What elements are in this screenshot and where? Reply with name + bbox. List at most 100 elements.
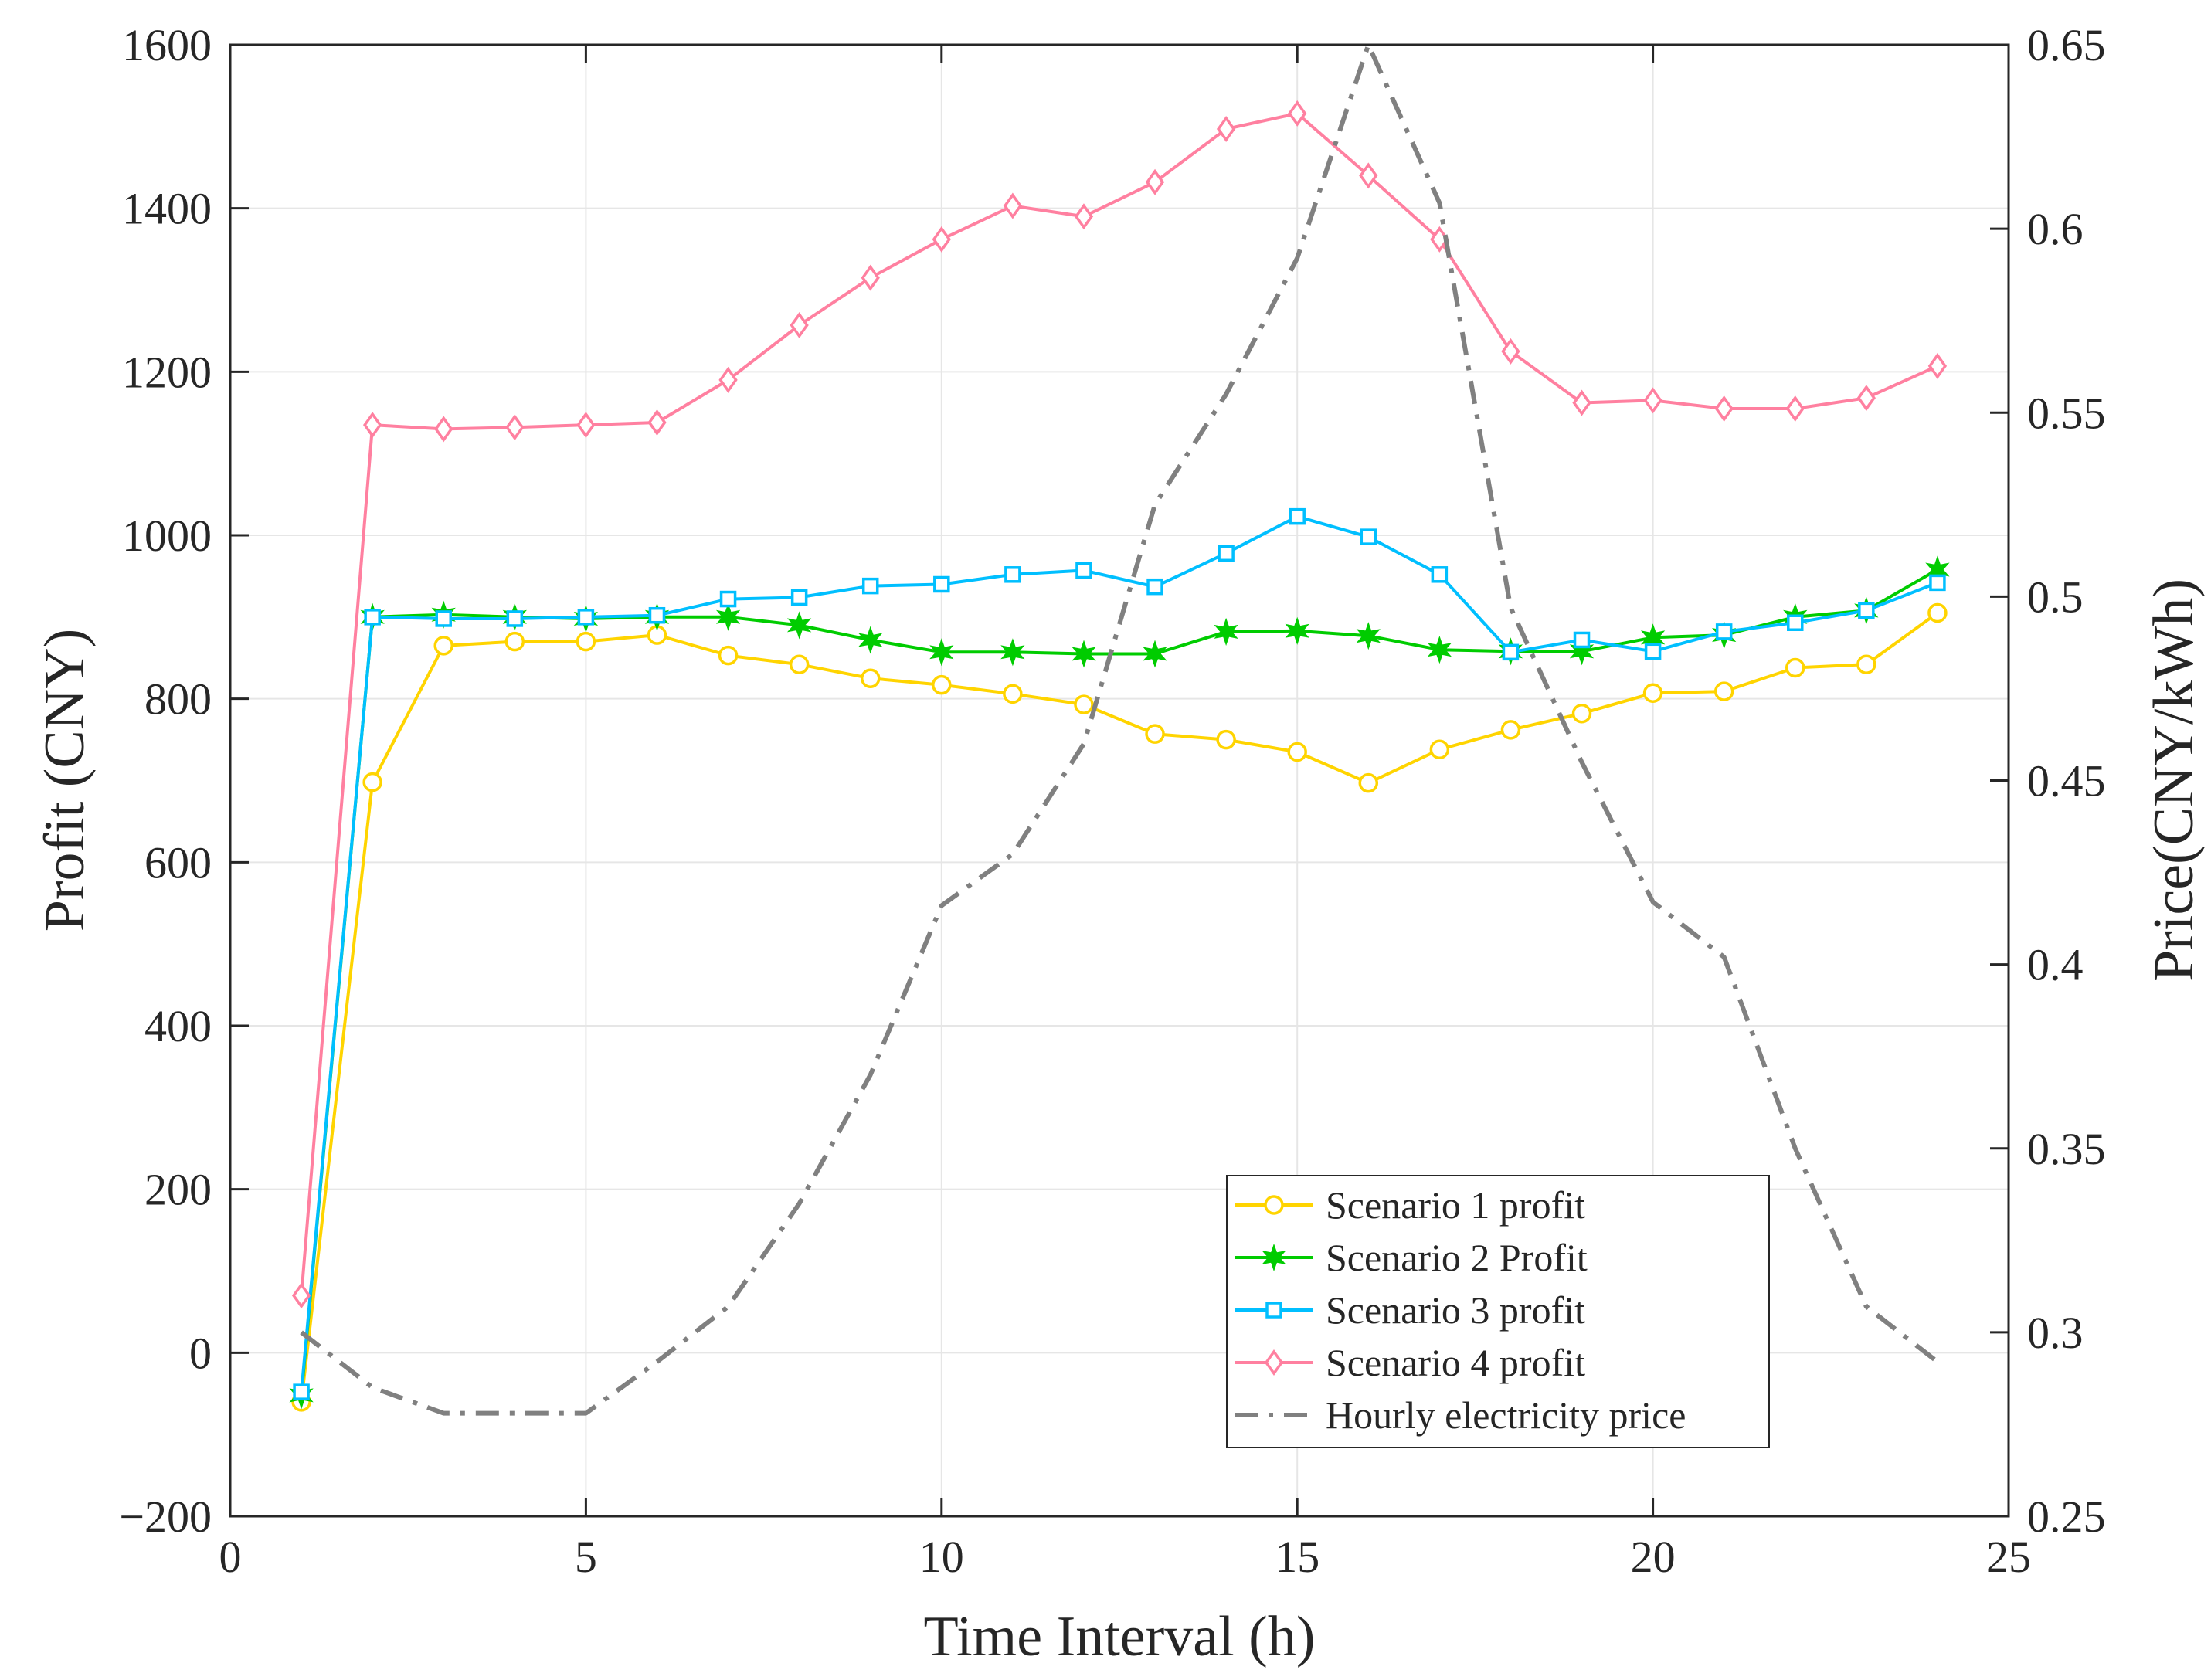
data-point: [1145, 724, 1165, 744]
data-point: [1927, 352, 1948, 379]
series-line: [300, 42, 1939, 1416]
x-tick-label: 15: [1275, 1532, 1319, 1582]
data-point: [1000, 638, 1025, 667]
data-point: [790, 589, 808, 606]
ticks: 0 5 10 15 20 25−20002004006008001000120014001…: [119, 20, 2105, 1582]
data-point: [1927, 602, 1948, 623]
data-point: [1003, 684, 1023, 704]
data-point: [1427, 636, 1452, 664]
y-axis-right-title: Price(CNY/kWh): [2142, 579, 2206, 982]
data-point: [362, 772, 382, 792]
data-point: [1572, 389, 1591, 416]
x-tick-label: 10: [919, 1532, 964, 1582]
data-point: [506, 610, 524, 627]
y-axis-left-title: Profit (CNY): [33, 629, 97, 932]
data-point: [1643, 387, 1662, 414]
legend-label: Scenario 3 profit: [1326, 1288, 1585, 1332]
data-point: [1288, 100, 1307, 127]
data-point: [786, 611, 812, 640]
data-point: [577, 609, 595, 626]
data-point: [933, 575, 950, 593]
data-point: [790, 311, 809, 339]
data-point: [1146, 578, 1163, 596]
legend-entry: Scenario 3 profit: [1235, 1288, 1585, 1332]
data-point: [1285, 616, 1309, 645]
data-point: [932, 674, 952, 695]
legend-label: Scenario 4 profit: [1326, 1341, 1585, 1384]
legend-label: Scenario 1 profit: [1326, 1183, 1585, 1227]
data-point: [1929, 574, 1946, 592]
data-point: [1502, 643, 1520, 661]
series-1: [291, 602, 1948, 1412]
legend-entry: Scenario 1 profit: [1235, 1183, 1585, 1227]
data-point: [434, 416, 453, 443]
y-right-tick-label: 0.4: [2027, 940, 2084, 990]
series-4: [291, 100, 1948, 1309]
data-point: [1431, 566, 1449, 583]
y-right-tick-label: 0.65: [2027, 20, 2106, 70]
data-point: [1715, 623, 1733, 640]
data-point: [293, 1383, 310, 1400]
data-point: [860, 668, 881, 688]
y-left-tick-label: 1200: [122, 347, 212, 397]
data-point: [291, 1282, 311, 1309]
x-tick-label: 5: [575, 1532, 597, 1582]
series-5: [300, 42, 1939, 1416]
data-point: [364, 609, 381, 626]
y-right-tick-label: 0.6: [2027, 204, 2084, 254]
data-point: [1214, 617, 1238, 646]
data-point: [719, 590, 737, 608]
y-left-tick-label: 1400: [122, 184, 212, 234]
y-left-tick-label: 1600: [122, 20, 212, 70]
data-point: [1356, 622, 1381, 650]
legend-label: Scenario 2 Profit: [1326, 1236, 1588, 1279]
data-point: [433, 636, 453, 656]
data-point: [1858, 602, 1875, 619]
legend-swatch-marker: [1264, 1349, 1284, 1376]
series-line: [300, 111, 1938, 1296]
legend-swatch-marker: [1262, 1243, 1286, 1272]
data-point: [1713, 681, 1734, 701]
data-point: [718, 645, 739, 666]
y-right-tick-label: 0.45: [2027, 756, 2106, 806]
data-point: [1075, 562, 1092, 579]
data-point: [1360, 528, 1377, 545]
data-point: [1642, 683, 1663, 704]
data-point: [1571, 703, 1592, 724]
data-point: [1856, 385, 1876, 412]
legend-entry: Scenario 4 profit: [1235, 1341, 1585, 1384]
data-point: [1501, 338, 1520, 365]
y-left-tick-label: 600: [144, 837, 212, 888]
data-point: [1287, 742, 1307, 762]
x-tick-label: 25: [1986, 1532, 2031, 1582]
data-point: [363, 412, 382, 439]
series-3: [293, 507, 1946, 1400]
y-right-tick-label: 0.55: [2027, 388, 2106, 438]
y-right-tick-label: 0.5: [2027, 572, 2084, 622]
y-left-tick-label: 1000: [122, 511, 212, 561]
data-point: [858, 626, 883, 654]
data-point: [505, 414, 525, 441]
x-axis-title: Time Interval (h): [924, 1605, 1316, 1668]
legend-entry: Hourly electricity price: [1235, 1393, 1686, 1437]
data-point: [576, 412, 596, 439]
data-point: [1785, 395, 1805, 422]
series-group: [289, 42, 1950, 1416]
series-line: [300, 514, 1938, 1393]
data-point: [1289, 507, 1306, 525]
data-point: [1785, 657, 1805, 678]
data-point: [1072, 640, 1096, 668]
data-point: [1358, 772, 1379, 793]
data-point: [435, 610, 452, 627]
data-point: [1145, 168, 1165, 195]
data-point: [1714, 395, 1734, 422]
data-point: [929, 638, 954, 667]
series-line: [300, 611, 1939, 1403]
data-point: [718, 366, 738, 393]
data-point: [1573, 631, 1591, 649]
legend-label: Hourly electricity price: [1326, 1393, 1686, 1437]
y-right-tick-label: 0.35: [2027, 1124, 2106, 1174]
data-point: [789, 654, 810, 674]
